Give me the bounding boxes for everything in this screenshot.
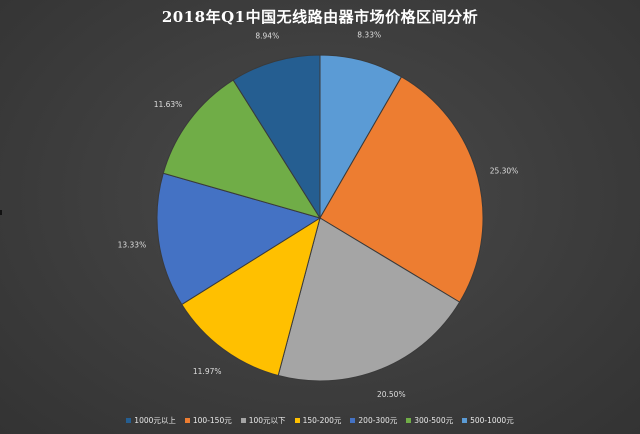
edge-marker bbox=[0, 210, 2, 215]
legend-item-5: 200-300元 bbox=[350, 415, 397, 426]
data-label-4: 11.97% bbox=[193, 367, 222, 376]
pie-slice-2 bbox=[319, 76, 484, 303]
legend-label: 500-1000元 bbox=[470, 416, 514, 425]
legend-item-2: 100-150元 bbox=[184, 415, 232, 426]
pie-slice-6 bbox=[162, 79, 322, 219]
legend-label: 1000元以上 bbox=[134, 416, 176, 425]
data-label-1: 8.33% bbox=[357, 31, 381, 40]
data-label-6: 11.63% bbox=[154, 100, 183, 109]
legend-item-1: 1000元以上 bbox=[126, 415, 176, 426]
legend-item-4: 150-200元 bbox=[294, 415, 342, 426]
data-label-7: 8.94% bbox=[255, 31, 279, 40]
legend-label: 200-300元 bbox=[358, 416, 398, 425]
legend-swatch bbox=[126, 418, 132, 423]
legend-swatch bbox=[184, 418, 190, 423]
legend-item-3: 100元以下 bbox=[240, 415, 286, 426]
data-label-3: 20.50% bbox=[377, 390, 406, 399]
pie-slice-5 bbox=[156, 172, 322, 306]
pie-slice-3 bbox=[277, 217, 461, 382]
legend-label: 150-200元 bbox=[302, 416, 342, 425]
legend-swatch bbox=[350, 418, 356, 423]
pie-slice-1 bbox=[319, 54, 403, 220]
legend-swatch bbox=[294, 418, 300, 423]
legend-label: 300-500元 bbox=[414, 416, 454, 425]
legend-swatch bbox=[406, 418, 412, 423]
data-label-2: 25.30% bbox=[490, 167, 519, 176]
legend: 1000元以上 100-150元 100元以下 150-200元 200-300元 300… bbox=[0, 415, 640, 426]
legend-label: 100-150元 bbox=[192, 416, 232, 425]
pie-slice-7 bbox=[232, 54, 321, 220]
legend-swatch bbox=[462, 418, 468, 423]
pie-slices bbox=[156, 54, 484, 382]
legend-label: 100元以下 bbox=[248, 416, 286, 425]
legend-swatch bbox=[240, 418, 246, 423]
legend-item-6: 300-500元 bbox=[406, 415, 453, 426]
chart-title: 2018年Q1中国无线路由器市场价格区间分析 bbox=[161, 8, 479, 26]
legend-item-7: 500-1000元 bbox=[462, 415, 514, 426]
data-label-5: 13.33% bbox=[118, 241, 147, 250]
pie-slice-4 bbox=[181, 216, 321, 377]
data-labels: 8.33% 25.30% 20.50% 11.97% 13.33% 11.63% 8.94% bbox=[118, 31, 519, 400]
